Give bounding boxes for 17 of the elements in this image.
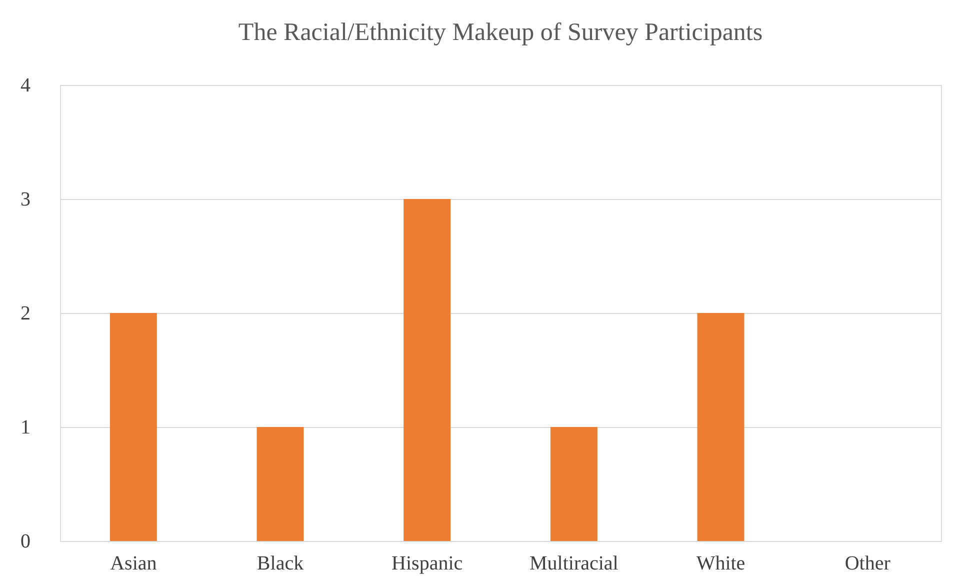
y-tick-label: 1	[20, 416, 30, 438]
y-tick-label: 0	[20, 530, 30, 552]
x-tick-label: Asian	[110, 552, 157, 574]
y-tick-label: 2	[20, 302, 30, 324]
bar	[404, 199, 451, 541]
x-tick-label: Other	[844, 552, 891, 574]
x-tick-label: Hispanic	[392, 552, 463, 574]
bar	[697, 313, 744, 541]
y-tick-label: 3	[20, 188, 30, 210]
x-tick-label: Multiracial	[529, 552, 619, 574]
bar	[550, 427, 598, 541]
x-tick-label: White	[696, 552, 746, 574]
bar	[110, 313, 157, 541]
bar	[256, 427, 304, 541]
x-tick-label: Black	[256, 552, 304, 574]
y-tick-label: 4	[20, 74, 30, 96]
chart-title: The Racial/Ethnicity Makeup of Survey Participants	[238, 19, 763, 46]
